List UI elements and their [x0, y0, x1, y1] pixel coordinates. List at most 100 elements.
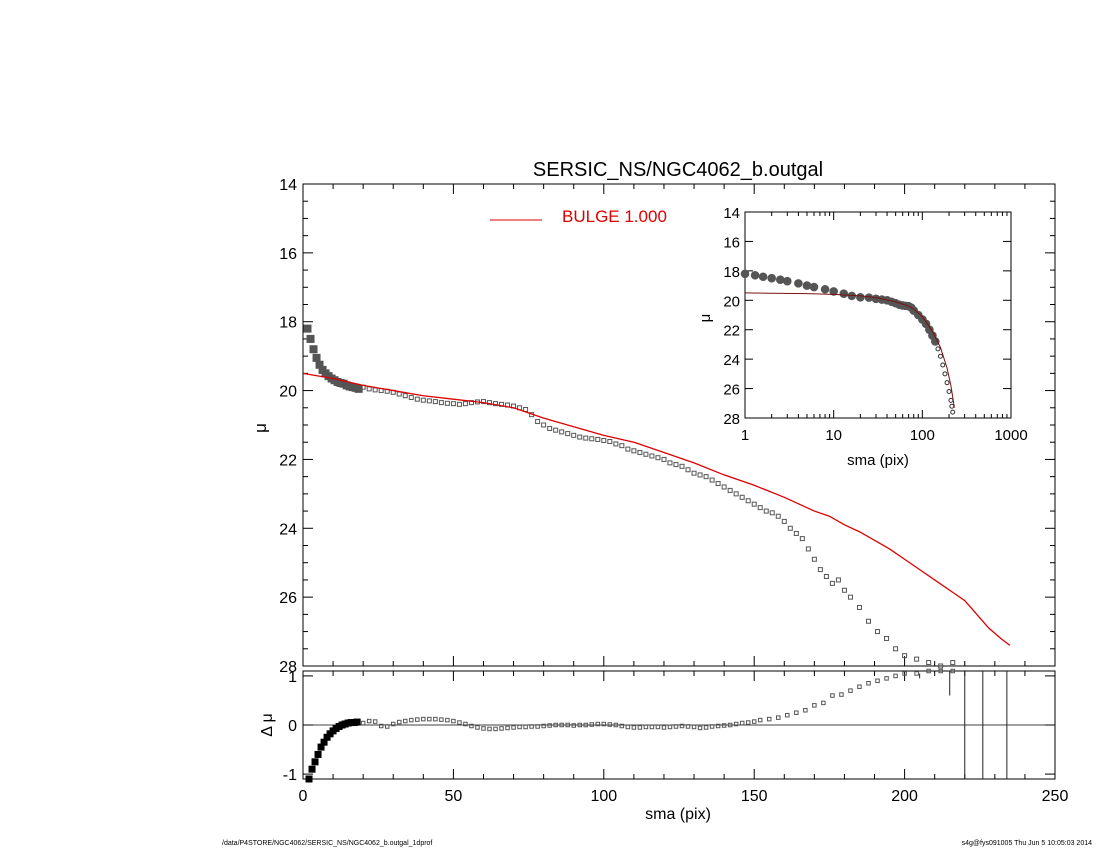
main-data-point	[303, 324, 312, 333]
inset-xtick-label: 10	[825, 427, 842, 444]
inset-data-point	[935, 346, 941, 352]
main-data-point	[309, 345, 318, 354]
main-data-point	[607, 439, 613, 445]
main-data-point	[625, 446, 631, 452]
residual-point	[463, 721, 468, 727]
main-data-point	[661, 456, 667, 462]
inset-xtick-label: 100	[910, 427, 935, 444]
legend-label: BULGE 1.000	[562, 207, 667, 226]
inset-data-point	[820, 284, 830, 294]
inset-data-point	[802, 281, 812, 290]
chart-title: SERSIC_NS/NGC4062_b.outgal	[533, 159, 823, 181]
inset-data-point	[946, 389, 952, 395]
footer-file-path: /data/P4STORE/NGC4062/SERSIC_NS/NGC4062_…	[222, 840, 433, 847]
residual-point	[384, 724, 390, 729]
residual-point	[421, 716, 426, 722]
main-data-point	[685, 467, 691, 473]
residual-point	[745, 720, 751, 725]
main-data-point	[601, 437, 607, 443]
main-ytick-label: 20	[279, 384, 297, 401]
residual-point	[613, 722, 619, 728]
residual-point	[848, 688, 853, 693]
inset-data-point	[775, 275, 785, 284]
main-data-point	[950, 660, 956, 666]
inset-data-point	[758, 272, 768, 282]
residual-point	[884, 676, 889, 681]
main-data-point	[480, 399, 486, 405]
residual-xtick-label: 250	[1042, 788, 1069, 805]
main-data-point	[823, 573, 829, 579]
main-data-point	[757, 505, 763, 511]
residual-point	[577, 722, 582, 728]
main-data-point	[619, 443, 625, 449]
residual-point	[523, 724, 528, 730]
residual-point	[691, 724, 697, 730]
inset-ytick-label: 14	[723, 205, 740, 222]
main-ytick-label: 14	[279, 177, 297, 194]
residual-point	[607, 722, 613, 727]
main-data-point	[306, 334, 315, 343]
main-data-point	[541, 422, 547, 428]
residual-point	[397, 719, 402, 725]
residual-point	[655, 724, 661, 730]
main-data-point	[805, 546, 811, 552]
main-data-point	[583, 435, 589, 441]
inset-data-point	[740, 269, 750, 279]
main-data-point	[673, 462, 679, 468]
main-data-point	[565, 431, 571, 437]
inset-data-point	[942, 371, 948, 377]
inset-data-point	[767, 273, 776, 283]
residual-point	[475, 725, 480, 730]
residual-point	[541, 723, 546, 729]
main-data-point	[715, 481, 721, 487]
main-data-point	[829, 580, 835, 586]
main-data-point	[637, 450, 643, 456]
residual-xtick-label: 0	[299, 788, 308, 805]
residual-point	[812, 703, 817, 708]
residual-point	[595, 721, 601, 727]
residual-point	[445, 717, 450, 723]
residual-xtick-label: 100	[590, 788, 617, 805]
main-data-point	[571, 432, 577, 438]
residual-point	[727, 722, 733, 728]
residual-point	[776, 715, 781, 720]
main-data-point	[763, 508, 769, 514]
inset-frame	[744, 211, 1012, 419]
residual-point	[721, 723, 727, 728]
residual-xtick-label: 200	[891, 788, 918, 805]
main-ytick-label: 18	[279, 315, 297, 332]
residual-point	[637, 725, 643, 730]
inset-ytick-label: 26	[723, 382, 740, 399]
residual-point	[493, 726, 498, 732]
residual-point	[360, 720, 366, 726]
main-data-point	[589, 436, 595, 442]
residual-point	[857, 684, 862, 689]
main-data-point	[456, 401, 462, 407]
residual-point	[821, 700, 826, 706]
residual-point	[353, 718, 361, 726]
residual-point	[311, 758, 319, 766]
main-ylabel: μ	[251, 423, 270, 433]
main-data-point	[595, 436, 601, 442]
main-data-point	[577, 434, 583, 440]
residual-point	[631, 725, 637, 730]
main-data-point	[547, 425, 553, 431]
residual-ytick-label: 1	[288, 669, 297, 686]
main-data-point	[787, 525, 793, 531]
inset-panel: 14 16 18 20 22 24 26 281 10 100 1000 μ sma (pix)	[697, 205, 1028, 469]
residual-point	[679, 723, 685, 729]
residual-point	[751, 719, 757, 724]
main-data-point	[631, 448, 637, 454]
main-data-point	[402, 393, 408, 399]
main-data-point	[432, 399, 438, 405]
main-ytick-label: 24	[279, 521, 297, 538]
main-data-point	[438, 400, 444, 406]
main-data-point	[751, 501, 757, 507]
residual-point	[703, 725, 709, 730]
inset-xtick-label: 1000	[994, 427, 1027, 444]
residual-point	[839, 692, 844, 697]
main-data-point	[769, 510, 775, 516]
main-data-point	[721, 484, 727, 490]
inset-data-point	[839, 289, 849, 298]
residual-ylabel: Δ μ	[259, 713, 276, 736]
